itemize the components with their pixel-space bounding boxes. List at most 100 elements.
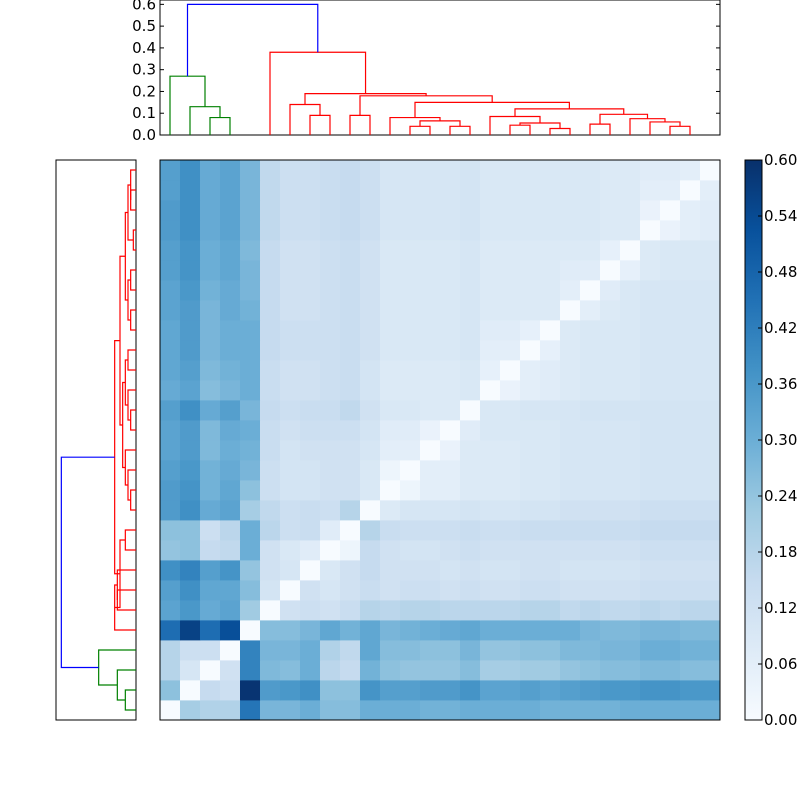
left-dendrogram-link — [130, 409, 136, 431]
heatmap-cell — [540, 280, 561, 301]
heatmap-cell — [280, 480, 301, 501]
heatmap-cell — [240, 440, 261, 461]
heatmap-cell — [300, 420, 321, 441]
heatmap-cell — [340, 280, 361, 301]
heatmap-cell — [440, 260, 461, 281]
heatmap-cell — [360, 460, 381, 481]
heatmap-cell — [300, 480, 321, 501]
heatmap-cell — [320, 600, 341, 621]
heatmap-cell — [360, 600, 381, 621]
heatmap-cell — [400, 160, 421, 181]
heatmap-cell — [340, 360, 361, 381]
top-dendrogram-link — [589, 123, 611, 135]
heatmap-cell — [660, 500, 681, 521]
heatmap-cell — [300, 160, 321, 181]
heatmap-cell — [660, 440, 681, 461]
heatmap-cell — [180, 340, 201, 361]
colorbar-tick-label: 0.06 — [764, 655, 797, 673]
heatmap-cell — [260, 340, 281, 361]
heatmap-cell — [700, 260, 721, 281]
heatmap-cell — [280, 600, 301, 621]
heatmap-cell — [480, 600, 501, 621]
heatmap-cell — [500, 400, 521, 421]
heatmap-cell — [460, 680, 481, 701]
heatmap-cell — [180, 400, 201, 421]
heatmap-cell — [700, 640, 721, 661]
heatmap-cell — [640, 320, 661, 341]
heatmap-cell — [620, 660, 641, 681]
heatmap-cell — [440, 460, 461, 481]
heatmap-cell — [400, 420, 421, 441]
heatmap-cell — [220, 360, 241, 381]
heatmap-cell — [380, 640, 401, 661]
heatmap-cell — [320, 320, 341, 341]
heatmap-cell — [260, 500, 281, 521]
heatmap-cell — [400, 480, 421, 501]
heatmap-cell — [200, 500, 221, 521]
heatmap-cell — [340, 540, 361, 561]
heatmap-cell — [220, 500, 241, 521]
heatmap-cell — [660, 540, 681, 561]
heatmap-cell — [280, 500, 301, 521]
heatmap-cell — [380, 200, 401, 221]
heatmap-cell — [440, 180, 461, 201]
heatmap-cell — [420, 360, 441, 381]
heatmap-cell — [700, 500, 721, 521]
heatmap-cell — [500, 240, 521, 261]
heatmap-cell — [660, 160, 681, 181]
heatmap-cell — [500, 480, 521, 501]
heatmap-cell — [200, 320, 221, 341]
heatmap-cell — [240, 200, 261, 221]
heatmap-cell — [380, 540, 401, 561]
heatmap-cell — [240, 700, 261, 721]
heatmap-cell — [160, 680, 181, 701]
heatmap-cell — [560, 460, 581, 481]
heatmap-cell — [460, 260, 481, 281]
heatmap-cell — [680, 420, 701, 441]
heatmap-cell — [620, 180, 641, 201]
colorbar-tick-label: 0.12 — [764, 599, 797, 617]
heatmap-cell — [500, 680, 521, 701]
heatmap-cell — [380, 260, 401, 281]
heatmap-cell — [260, 600, 281, 621]
heatmap-cell — [300, 540, 321, 561]
heatmap-cell — [500, 300, 521, 321]
heatmap-cell — [300, 460, 321, 481]
heatmap-cell — [660, 660, 681, 681]
heatmap-cell — [440, 440, 461, 461]
heatmap-cell — [220, 660, 241, 681]
heatmap-cell — [380, 240, 401, 261]
heatmap-cell — [520, 320, 541, 341]
heatmap-cell — [660, 680, 681, 701]
heatmap-cell — [580, 320, 601, 341]
heatmap-cell — [260, 160, 281, 181]
heatmap-cell — [580, 240, 601, 261]
heatmap-cell — [680, 400, 701, 421]
heatmap-cell — [680, 340, 701, 361]
heatmap-cell — [620, 460, 641, 481]
heatmap-cell — [480, 480, 501, 501]
heatmap-cell — [540, 220, 561, 241]
top-dendrogram-tick-label: 0.4 — [132, 39, 156, 57]
heatmap-cell — [380, 520, 401, 541]
heatmap-cell — [680, 700, 701, 721]
heatmap-cell — [500, 200, 521, 221]
heatmap-cell — [340, 460, 361, 481]
heatmap-cell — [240, 480, 261, 501]
top-dendrogram-link — [419, 120, 461, 127]
heatmap-cell — [420, 560, 441, 581]
heatmap-cell — [620, 600, 641, 621]
heatmap-cell — [160, 560, 181, 581]
heatmap-cell — [320, 520, 341, 541]
heatmap-cell — [160, 440, 181, 461]
heatmap-cell — [480, 220, 501, 241]
heatmap-cell — [680, 260, 701, 281]
heatmap-cell — [680, 360, 701, 381]
heatmap-cell — [640, 620, 661, 641]
heatmap-cell — [620, 320, 641, 341]
heatmap-cell — [600, 240, 621, 261]
heatmap-cell — [160, 620, 181, 641]
heatmap-cell — [220, 280, 241, 301]
heatmap-cell — [240, 400, 261, 421]
heatmap-cell — [340, 560, 361, 581]
